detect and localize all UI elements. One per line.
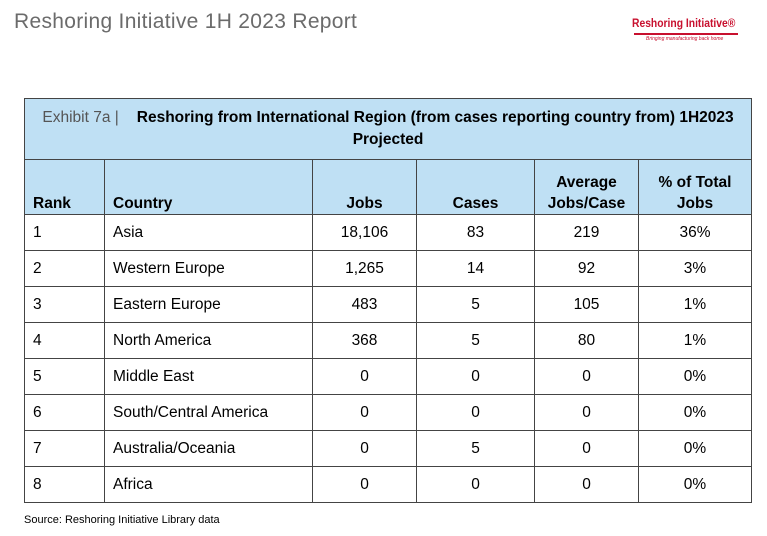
rank-cell: 5 — [24, 358, 105, 395]
page-title: Reshoring Initiative 1H 2023 Report — [14, 10, 358, 33]
table-row: 4 North America 368 5 80 1% — [24, 322, 753, 359]
table-title: Reshoring from International Region (fro… — [136, 109, 734, 148]
cases-cell: 0 — [416, 358, 535, 395]
cases-cell: 0 — [416, 394, 535, 431]
pct-total-cell: 0% — [637, 394, 753, 431]
cases-cell: 5 — [416, 430, 535, 467]
table-row: 8 Africa 0 0 0 0% — [24, 466, 753, 503]
avg-jobs-cell: 0 — [534, 430, 639, 467]
country-cell: Asia — [104, 214, 313, 251]
avg-jobs-cell: 105 — [534, 286, 639, 323]
rank-cell: 7 — [24, 430, 105, 467]
country-cell: Africa — [104, 466, 313, 503]
column-header-percent-total-jobs: % of Total Jobs — [637, 159, 753, 215]
jobs-cell: 0 — [312, 394, 417, 431]
table-row: 3 Eastern Europe 483 5 105 1% — [24, 286, 753, 323]
cases-cell: 5 — [416, 286, 535, 323]
table-row: 1 Asia 18,106 83 219 36% — [24, 214, 753, 251]
table-row: 6 South/Central America 0 0 0 0% — [24, 394, 753, 431]
country-cell: North America — [104, 322, 313, 359]
jobs-cell: 0 — [312, 466, 417, 503]
pct-total-cell: 0% — [637, 358, 753, 395]
jobs-cell: 0 — [312, 430, 417, 467]
avg-jobs-cell: 80 — [534, 322, 639, 359]
exhibit-label: Exhibit 7a | — [42, 109, 119, 126]
jobs-cell: 1,265 — [312, 250, 417, 287]
logo-tagline: Bringing manufacturing back home — [646, 36, 724, 42]
jobs-cell: 368 — [312, 322, 417, 359]
jobs-cell: 0 — [312, 358, 417, 395]
pct-total-cell: 36% — [637, 214, 753, 251]
avg-jobs-cell: 0 — [534, 394, 639, 431]
column-header-jobs: Jobs — [312, 159, 417, 215]
pct-total-cell: 3% — [637, 250, 753, 287]
rank-cell: 6 — [24, 394, 105, 431]
pct-total-cell: 1% — [637, 322, 753, 359]
table-row: 7 Australia/Oceania 0 5 0 0% — [24, 430, 753, 467]
country-cell: Australia/Oceania — [104, 430, 313, 467]
jobs-cell: 483 — [312, 286, 417, 323]
source-note: Source: Reshoring Initiative Library dat… — [24, 514, 220, 526]
rank-cell: 8 — [24, 466, 105, 503]
pct-total-cell: 0% — [637, 466, 753, 503]
avg-jobs-cell: 0 — [534, 466, 639, 503]
avg-jobs-cell: 219 — [534, 214, 639, 251]
reshoring-region-table: Exhibit 7a | Reshoring from International… — [23, 98, 753, 503]
rank-cell: 4 — [24, 322, 105, 359]
column-header-row: Rank Country Jobs Cases Average Jobs/Cas… — [24, 159, 753, 215]
logo-underline — [634, 33, 738, 35]
column-header-average-jobs-case: Average Jobs/Case — [534, 159, 639, 215]
country-cell: Eastern Europe — [104, 286, 313, 323]
cases-cell: 83 — [416, 214, 535, 251]
rank-cell: 2 — [24, 250, 105, 287]
column-header-country: Country — [104, 159, 313, 215]
rank-cell: 1 — [24, 214, 105, 251]
pct-total-cell: 0% — [637, 430, 753, 467]
country-cell: Middle East — [104, 358, 313, 395]
cases-cell: 5 — [416, 322, 535, 359]
table-title-row: Exhibit 7a | Reshoring from International… — [23, 98, 753, 160]
country-cell: South/Central America — [104, 394, 313, 431]
table-title-cell: Exhibit 7a | Reshoring from International… — [23, 98, 753, 160]
cases-cell: 14 — [416, 250, 535, 287]
table-row: 2 Western Europe 1,265 14 92 3% — [24, 250, 753, 287]
country-cell: Western Europe — [104, 250, 313, 287]
pct-total-cell: 1% — [637, 286, 753, 323]
cases-cell: 0 — [416, 466, 535, 503]
rank-cell: 3 — [24, 286, 105, 323]
column-header-rank: Rank — [24, 159, 105, 215]
avg-jobs-cell: 0 — [534, 358, 639, 395]
logo-text: Reshoring Initiative® — [632, 16, 736, 30]
table-row: 5 Middle East 0 0 0 0% — [24, 358, 753, 395]
column-header-cases: Cases — [416, 159, 535, 215]
jobs-cell: 18,106 — [312, 214, 417, 251]
reshoring-initiative-logo: Reshoring Initiative® Bringing manufactu… — [632, 14, 744, 50]
avg-jobs-cell: 92 — [534, 250, 639, 287]
